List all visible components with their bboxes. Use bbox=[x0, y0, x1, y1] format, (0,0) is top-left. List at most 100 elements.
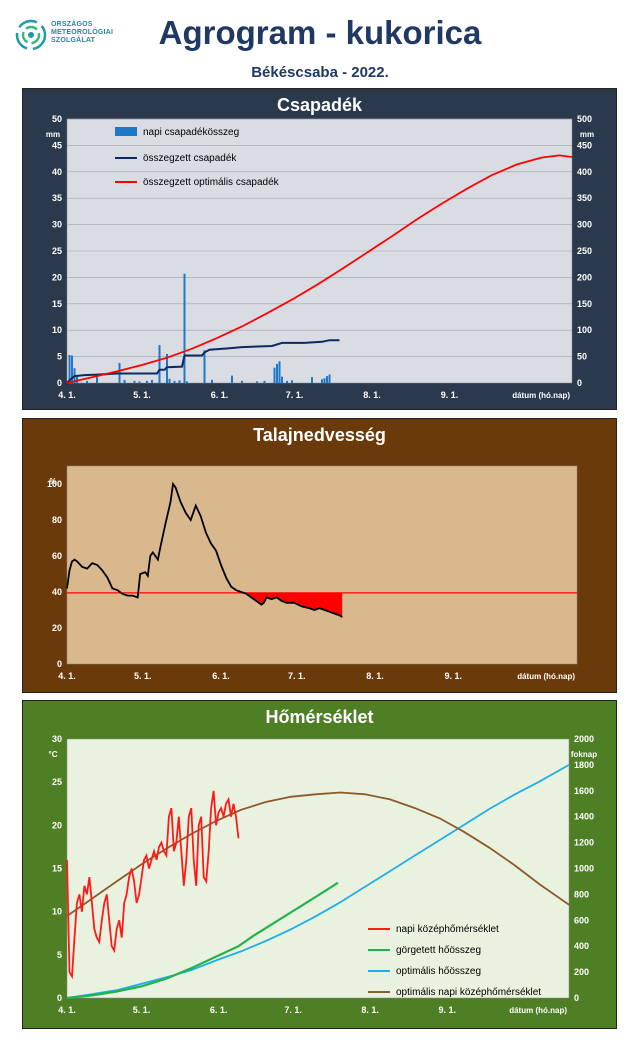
y-tick-label: 10 bbox=[52, 325, 62, 335]
x-tick-label: 7. 1. bbox=[288, 671, 306, 681]
precip-bar bbox=[278, 361, 281, 383]
x-tick-label: 9. 1. bbox=[438, 1005, 456, 1015]
precip-bar bbox=[263, 380, 266, 383]
y2-tick-label: 400 bbox=[574, 941, 589, 951]
precip-bar bbox=[71, 355, 73, 383]
precip-bar bbox=[168, 378, 171, 383]
plot-area bbox=[66, 738, 570, 999]
y-tick-label: 5 bbox=[57, 950, 62, 960]
y-tick-label: 10 bbox=[52, 907, 62, 917]
chart-title: Talajnedvesség bbox=[253, 425, 386, 445]
y-tick-label: 30 bbox=[52, 734, 62, 744]
y2-tick-label: 100 bbox=[577, 325, 592, 335]
y2-tick-label: 50 bbox=[577, 352, 587, 362]
y2-tick-label: 2000 bbox=[574, 734, 594, 744]
daily-mean-temp-line bbox=[66, 790, 240, 980]
x-tick-label: 8. 1. bbox=[366, 671, 384, 681]
omsz-logo-mark bbox=[15, 19, 47, 51]
x-tick-label: 8. 1. bbox=[361, 1005, 379, 1015]
y-tick-label: 25 bbox=[52, 777, 62, 787]
y-tick-label: 45 bbox=[52, 140, 62, 150]
precip-bar bbox=[281, 376, 283, 383]
precip-bar bbox=[76, 375, 78, 383]
precip-bar bbox=[203, 350, 206, 383]
y2-tick-label: 600 bbox=[574, 915, 589, 925]
y2-tick-label: 1200 bbox=[574, 838, 594, 848]
precip-bar bbox=[146, 380, 148, 383]
y2-tick-label: 250 bbox=[577, 246, 592, 256]
precip-bar bbox=[183, 273, 186, 383]
y2-tick-label: 1000 bbox=[574, 864, 594, 874]
x-tick-label: 4. 1. bbox=[58, 1005, 76, 1015]
x-tick-label: 5. 1. bbox=[134, 671, 152, 681]
optimal-heat-sum-line bbox=[66, 764, 570, 999]
chart-title: Hőmérséklet bbox=[265, 707, 373, 727]
x-tick-label: 7. 1. bbox=[284, 1005, 302, 1015]
y-tick-label: 25 bbox=[52, 246, 62, 256]
soil-moisture-line bbox=[66, 481, 343, 618]
y2-tick-label: 450 bbox=[577, 140, 592, 150]
legend-label: optimális napi középhőmérséklet bbox=[396, 987, 541, 998]
y-tick-label: 60 bbox=[52, 551, 62, 561]
precip-bar bbox=[96, 376, 98, 383]
omsz-logo: ORSZÁGOS METEOROLÓGIAI SZOLGÁLAT bbox=[14, 18, 124, 54]
y-tick-label: 35 bbox=[52, 193, 62, 203]
logo-line: SZOLGÁLAT bbox=[51, 37, 96, 44]
y-tick-label: 20 bbox=[52, 820, 62, 830]
precip-bar bbox=[138, 381, 141, 383]
precip-bar bbox=[173, 380, 176, 383]
y-tick-label: 40 bbox=[52, 167, 62, 177]
y-tick-label: 0 bbox=[57, 378, 62, 388]
precip-bar bbox=[311, 377, 313, 383]
precip-bar bbox=[256, 381, 258, 383]
legend-swatch-daily-precip bbox=[115, 127, 137, 136]
legend-label: napi középhőmérséklet bbox=[396, 924, 499, 935]
y-tick-label: 5 bbox=[57, 352, 62, 362]
y-tick-label: 30 bbox=[52, 220, 62, 230]
x-tick-label: 6. 1. bbox=[211, 390, 229, 400]
y-tick-label: 20 bbox=[52, 272, 62, 282]
rolling-heat-sum-line bbox=[66, 881, 339, 1000]
x-tick-label: 7. 1. bbox=[286, 390, 304, 400]
chart-title: Csapadék bbox=[277, 95, 363, 115]
legend-label: görgetett hőösszeg bbox=[396, 945, 481, 956]
optimal-precip-line bbox=[66, 154, 573, 384]
x-tick-label: 4. 1. bbox=[58, 671, 76, 681]
precip-bar bbox=[326, 376, 328, 383]
y2-tick-label: 400 bbox=[577, 167, 592, 177]
legend-label: összegzett csapadék bbox=[143, 153, 237, 164]
precip-bar bbox=[276, 363, 278, 383]
cumulative-precip-line bbox=[66, 339, 340, 384]
plot-area bbox=[66, 465, 578, 665]
precip-bar bbox=[211, 379, 213, 383]
y-tick-label: 15 bbox=[52, 299, 62, 309]
x-tick-label: 6. 1. bbox=[210, 1005, 228, 1015]
precip-bar bbox=[68, 355, 71, 383]
x-axis-label: dátum (hó.nap) bbox=[509, 1006, 567, 1015]
precip-bar bbox=[178, 380, 181, 383]
x-axis-label: dátum (hó.nap) bbox=[517, 672, 575, 681]
x-tick-label: 5. 1. bbox=[133, 390, 151, 400]
temperature-chart: Hőmérséklet 0 5 10 15 20 25 30 °C 0 200 400 600 800 10… bbox=[49, 707, 598, 1015]
y2-tick-label: 350 bbox=[577, 193, 592, 203]
precip-bar bbox=[273, 367, 276, 383]
temperature-panel: Hőmérséklet 0 5 10 15 20 25 30 °C 0 200 400 600 800 10… bbox=[22, 700, 617, 1029]
x-tick-label: 5. 1. bbox=[133, 1005, 151, 1015]
y2-tick-label: 1600 bbox=[574, 786, 594, 796]
page-title: Agrogram - kukorica bbox=[158, 14, 482, 51]
precip-bar bbox=[286, 380, 288, 383]
precip-bar bbox=[133, 380, 136, 383]
x-tick-label: 4. 1. bbox=[58, 390, 76, 400]
precip-bar bbox=[86, 380, 88, 383]
precipitation-chart: Csapadék 0 5 10 15 20 25 30 35 40 45 50 mm 0 50 100 150 2… bbox=[46, 95, 594, 400]
precip-bar bbox=[231, 375, 233, 383]
logo-line: METEOROLÓGIAI bbox=[51, 29, 114, 36]
soil-moisture-panel: Talajnedvesség 0 20 40 60 80 100% 4. 1. 5. 1. 6. … bbox=[22, 418, 617, 693]
x-tick-label: 8. 1. bbox=[363, 390, 381, 400]
legend-label: összegzett optimális csapadék bbox=[143, 177, 280, 188]
y2-tick-label: 500 bbox=[577, 114, 592, 124]
x-tick-label: 9. 1. bbox=[445, 671, 463, 681]
y2-tick-label: 1800 bbox=[574, 760, 594, 770]
precipitation-panel: Csapadék 0 5 10 15 20 25 30 35 40 45 50 mm 0 50 100 150 2… bbox=[22, 88, 617, 410]
legend-label: optimális hőösszeg bbox=[396, 966, 481, 977]
